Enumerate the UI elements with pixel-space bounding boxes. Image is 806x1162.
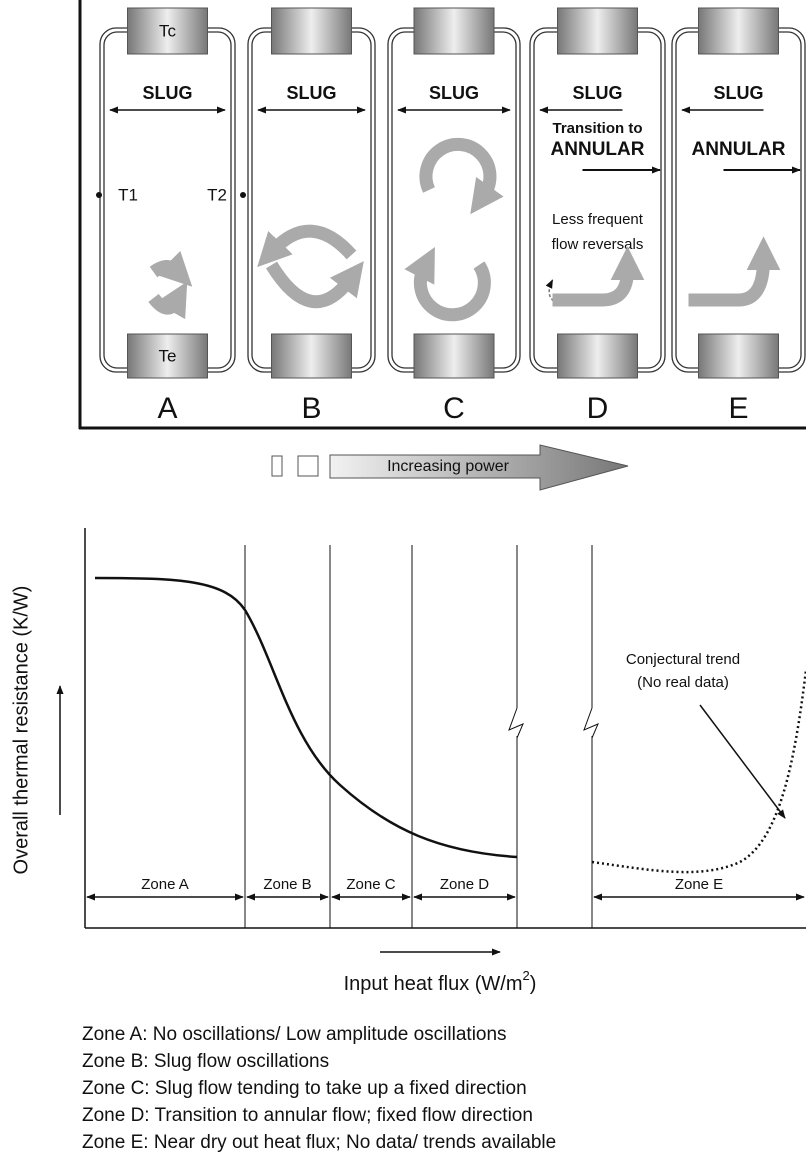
- evaporator-block: [558, 334, 638, 378]
- break-gap: [589, 708, 595, 736]
- conjectural-curve: [592, 670, 806, 872]
- label: Tc: [159, 21, 177, 40]
- evaporator-block: [414, 334, 494, 378]
- label: Conjectural trend: [626, 651, 740, 668]
- label: Te: [159, 346, 177, 365]
- label: Zone B: [263, 876, 311, 893]
- label: Increasing power: [387, 458, 510, 475]
- label: flow reversals: [552, 236, 644, 253]
- x-label-text: Input heat flux (W/m: [344, 973, 523, 995]
- figure: Tc Te T1 T2 SLUG A SLUG B SLUG C SLUG Transition to…: [0, 0, 806, 1162]
- label: B: [301, 392, 321, 425]
- loop: [672, 8, 805, 378]
- flow-arrow: [154, 266, 176, 272]
- legend-line: Zone B: Slug flow oscillations: [82, 1051, 329, 1072]
- label: Zone A: [141, 876, 189, 893]
- label: ANNULAR: [692, 139, 786, 160]
- condenser-block: [414, 8, 494, 54]
- label: (No real data): [637, 674, 729, 691]
- legend-line: Zone C: Slug flow tending to take up a f…: [82, 1078, 527, 1099]
- x-label-sup: 2: [523, 968, 530, 983]
- label: E: [728, 392, 748, 425]
- loop: [248, 8, 375, 378]
- probe-dot: [96, 192, 102, 198]
- power-box: [298, 456, 318, 476]
- label: Zone D: [440, 876, 489, 893]
- label: T2: [207, 185, 227, 204]
- label: SLUG: [572, 83, 622, 103]
- condenser-block: [272, 8, 352, 54]
- label: Less frequent: [552, 211, 644, 228]
- label: SLUG: [142, 83, 192, 103]
- label: SLUG: [713, 83, 763, 103]
- label: Overall thermal resistance (K/W): [10, 586, 32, 875]
- probe-dot: [240, 192, 246, 198]
- label: Zone C: [346, 876, 395, 893]
- power-box: [272, 456, 282, 476]
- label: Transition to: [553, 120, 643, 137]
- label: D: [587, 392, 609, 425]
- legend-line: Zone A: No oscillations/ Low amplitude o…: [82, 1024, 507, 1045]
- condenser-block: [558, 8, 638, 54]
- label: SLUG: [286, 83, 336, 103]
- label: SLUG: [429, 83, 479, 103]
- label: ANNULAR: [551, 139, 645, 160]
- annotation-arrow: [700, 705, 785, 818]
- x-label-close: ): [530, 973, 537, 995]
- x-axis-label: Input heat flux (W/m2): [344, 968, 537, 995]
- label: A: [157, 392, 177, 425]
- evaporator-block: [699, 334, 779, 378]
- label: Zone E: [675, 876, 723, 893]
- loop: [530, 8, 665, 378]
- break-gap: [514, 708, 520, 736]
- loop: [388, 8, 520, 378]
- legend-line: Zone D: Transition to annular flow; fixe…: [82, 1105, 533, 1126]
- resistance-curve: [95, 578, 517, 857]
- label: C: [443, 392, 465, 425]
- legend-line: Zone E: Near dry out heat flux; No data/…: [82, 1132, 556, 1153]
- evaporator-block: [272, 334, 352, 378]
- condenser-block: [699, 8, 779, 54]
- label: T1: [118, 185, 138, 204]
